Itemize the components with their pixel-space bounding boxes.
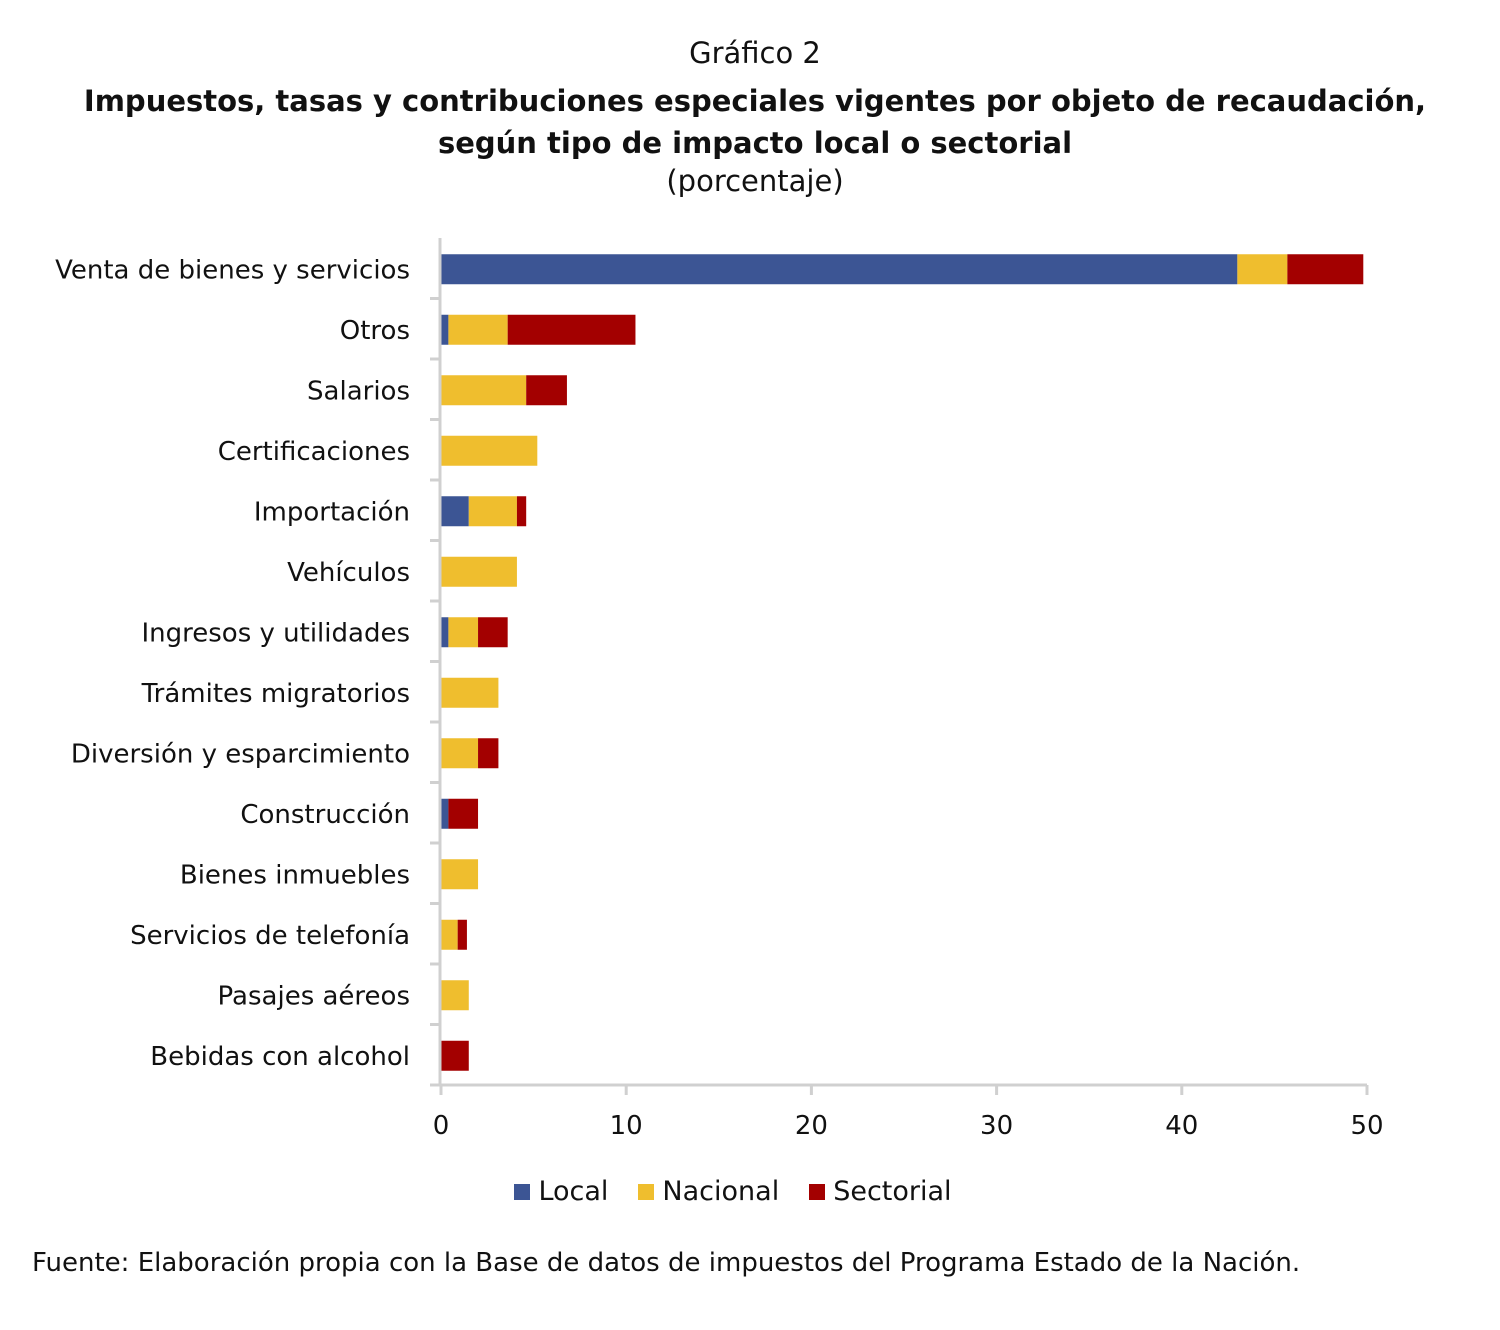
legend-swatch (638, 1183, 655, 1200)
legend-item-nacional: Nacional (638, 1176, 779, 1207)
category-label: Pasajes aéreos (218, 981, 410, 1011)
bar-sectorial (478, 617, 508, 648)
category-label: Salarios (307, 376, 410, 406)
category-label: Trámites migratorios (141, 679, 410, 709)
bar-sectorial (448, 798, 479, 829)
chart-subtitle: (porcentaje) (666, 164, 844, 198)
bar-local (441, 798, 449, 829)
bar-nacional (468, 496, 517, 527)
bar-sectorial (478, 738, 499, 769)
legend-label: Local (538, 1176, 609, 1207)
source-note: Fuente: Elaboración propia con la Base d… (32, 1248, 1301, 1278)
bar-nacional (441, 677, 499, 708)
chart-title: Impuestos, tasas y contribuciones especi… (83, 84, 1427, 160)
bar-local (441, 314, 449, 345)
bar-local (441, 254, 1238, 285)
category-label: Importación (254, 497, 410, 527)
bar-nacional (441, 435, 538, 466)
x-tick-label: 30 (980, 1111, 1013, 1141)
bar-sectorial (516, 496, 527, 527)
x-tick-label: 40 (1165, 1111, 1198, 1141)
bar-sectorial (507, 314, 636, 345)
category-label: Vehículos (287, 558, 410, 588)
category-label: Bebidas con alcohol (150, 1042, 410, 1072)
bar-nacional (441, 738, 479, 769)
category-label: Otros (340, 316, 410, 346)
bar-sectorial (441, 1040, 469, 1071)
bar-sectorial (526, 375, 567, 406)
category-label: Diversión y esparcimiento (71, 739, 410, 769)
legend-label: Sectorial (833, 1176, 952, 1207)
legend-item-local: Local (514, 1176, 608, 1207)
category-label: Bienes inmuebles (180, 860, 410, 890)
bar-nacional (448, 314, 508, 345)
bar-local (441, 496, 469, 527)
legend-swatch (514, 1183, 531, 1200)
x-tick-label: 20 (795, 1111, 828, 1141)
bar-sectorial (1287, 254, 1364, 285)
x-tick-label: 0 (433, 1111, 450, 1141)
category-label: Venta de bienes y servicios (55, 255, 410, 285)
legend-item-sectorial: Sectorial (809, 1176, 952, 1207)
bar-nacional (441, 980, 469, 1011)
chart-supertitle: Gráfico 2 (689, 36, 821, 70)
bar-nacional (441, 859, 479, 890)
category-label: Certificaciones (218, 437, 410, 467)
bar-nacional (441, 375, 527, 406)
x-tick-label: 10 (610, 1111, 643, 1141)
bar-nacional (1237, 254, 1288, 285)
legend: Local Nacional Sectorial (0, 1176, 1466, 1207)
bar-local (441, 617, 449, 648)
bar-nacional (441, 919, 458, 950)
x-tick-label: 50 (1350, 1111, 1383, 1141)
category-label: Servicios de telefonía (130, 921, 410, 951)
bar-sectorial (457, 919, 467, 950)
category-label: Construcción (240, 800, 410, 830)
bar-nacional (441, 556, 517, 587)
legend-swatch (809, 1183, 826, 1200)
category-label: Ingresos y utilidades (141, 618, 410, 648)
bar-nacional (448, 617, 479, 648)
legend-label: Nacional (662, 1176, 780, 1207)
